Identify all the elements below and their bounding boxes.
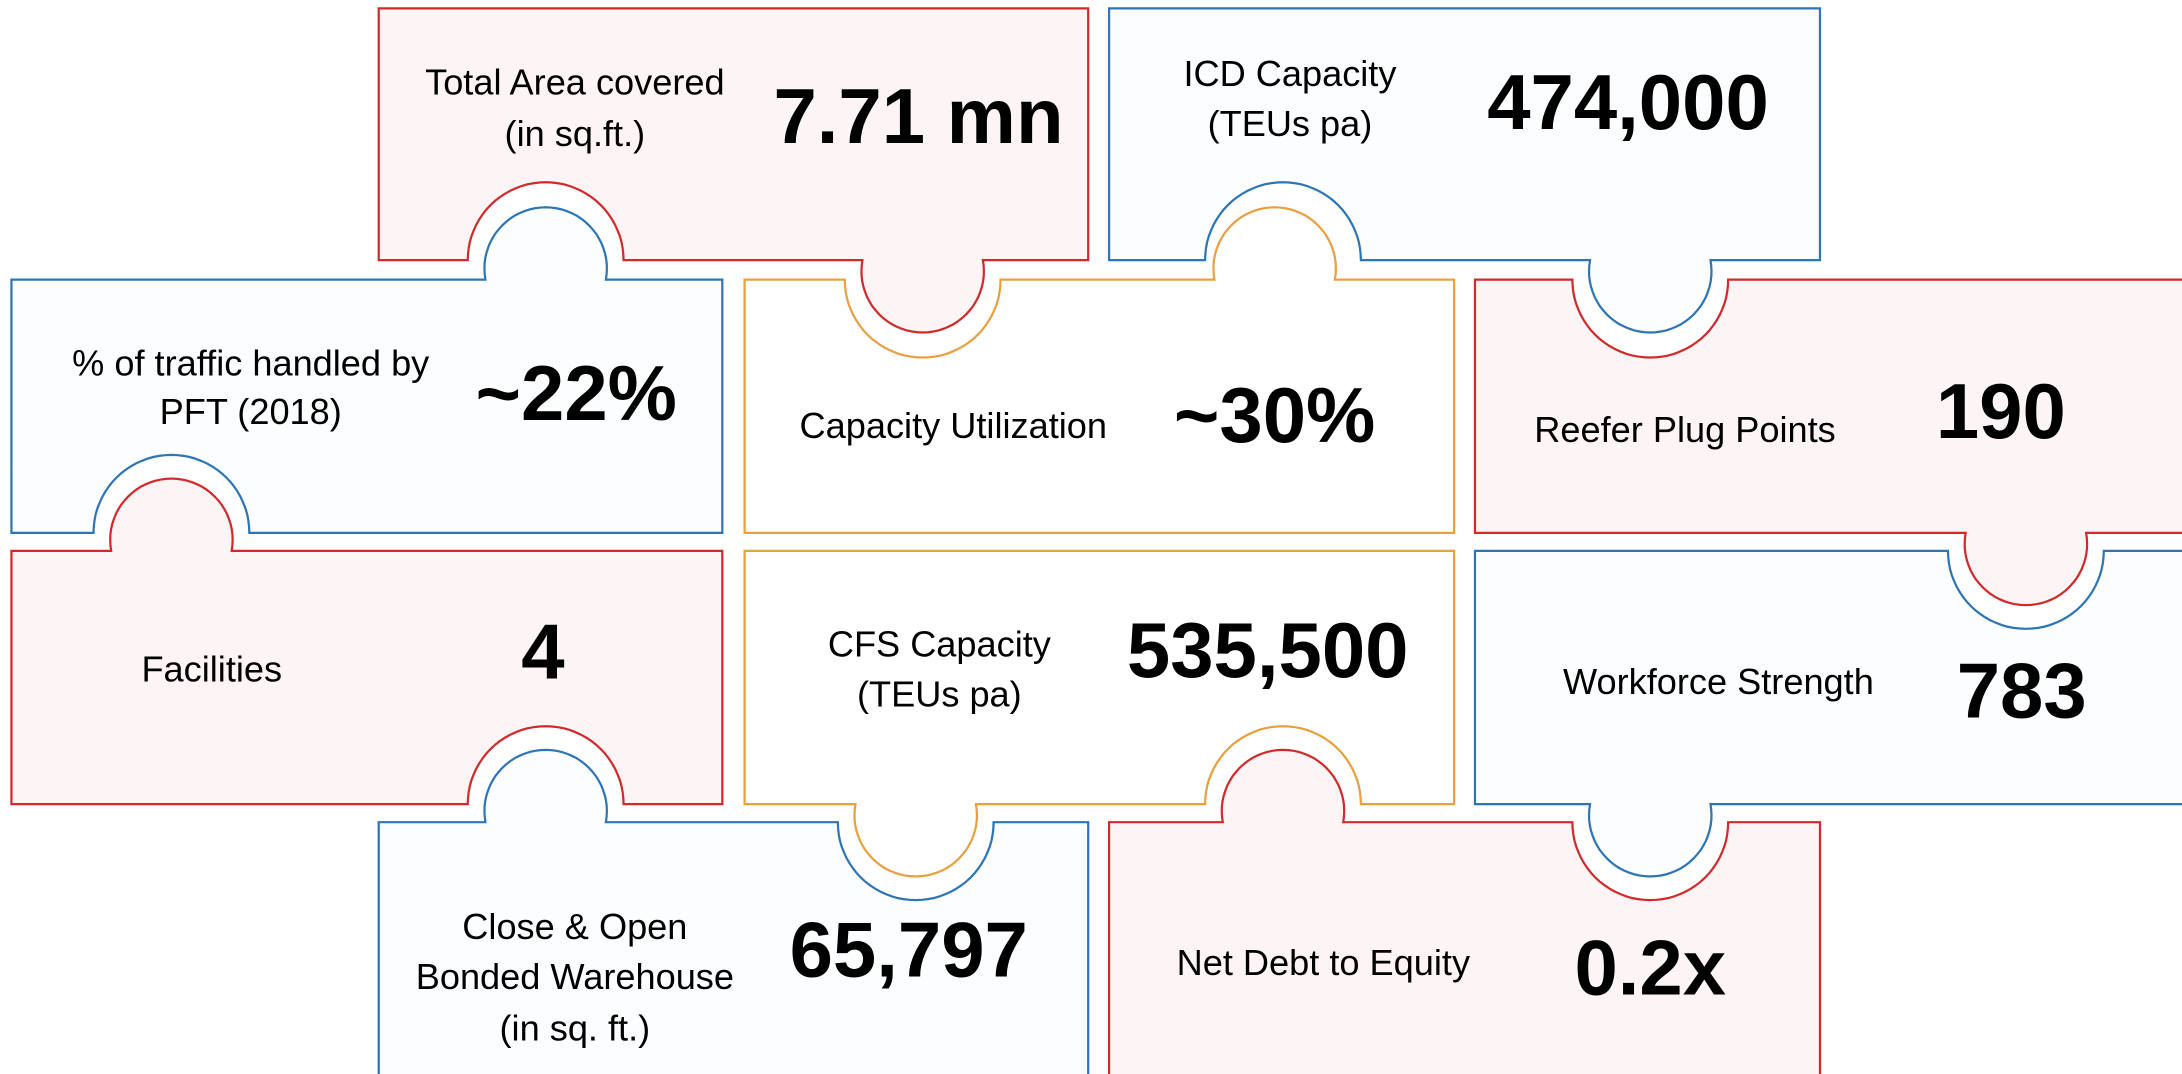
- puzzle-piece: [377, 7, 1090, 334]
- tile-value: 783: [1957, 647, 2087, 735]
- tile-label: Net Debt to Equity: [1177, 942, 1470, 983]
- tile-value: 7.71 mn: [773, 72, 1063, 160]
- tile-value: 65,797: [790, 905, 1028, 993]
- tile-value: 535,500: [1127, 606, 1409, 694]
- tile-label: Capacity Utilization: [800, 405, 1107, 446]
- tile-label: (TEUs pa): [1208, 103, 1373, 144]
- puzzle-piece: [1473, 278, 2182, 607]
- puzzle-piece: [743, 549, 1456, 878]
- tile-value: ~30%: [1174, 371, 1375, 459]
- tile-label: (in sq. ft.): [500, 1007, 651, 1048]
- puzzle-piece: [377, 748, 1090, 1074]
- tile-label: % of traffic handled by: [72, 342, 429, 383]
- tile-value: ~22%: [476, 349, 677, 437]
- tile-value: 474,000: [1487, 58, 1769, 146]
- puzzle-piece: [10, 206, 724, 534]
- puzzle-piece: [1473, 549, 2182, 878]
- tile-label: Facilities: [141, 648, 282, 689]
- puzzle-piece: [743, 206, 1456, 534]
- puzzle-piece: [10, 477, 724, 806]
- tile-value: 4: [521, 608, 564, 696]
- tile-value: 190: [1936, 367, 2066, 455]
- tile-label: Close & Open: [462, 906, 687, 947]
- tile-label: (TEUs pa): [857, 674, 1022, 715]
- tile-label: Bonded Warehouse: [416, 956, 734, 997]
- tile-label: Reefer Plug Points: [1534, 409, 1835, 450]
- tile-label: Workforce Strength: [1563, 661, 1874, 702]
- puzzle-piece: [1107, 748, 1822, 1074]
- tile-label: CFS Capacity: [828, 623, 1051, 664]
- tile-label: (in sq.ft.): [505, 113, 646, 154]
- tile-label: PFT (2018): [160, 391, 342, 432]
- tile-value: 0.2x: [1574, 923, 1726, 1011]
- puzzle-piece: [1107, 7, 1822, 334]
- tile-label: ICD Capacity: [1183, 53, 1396, 94]
- tile-label: Total Area covered: [425, 61, 724, 102]
